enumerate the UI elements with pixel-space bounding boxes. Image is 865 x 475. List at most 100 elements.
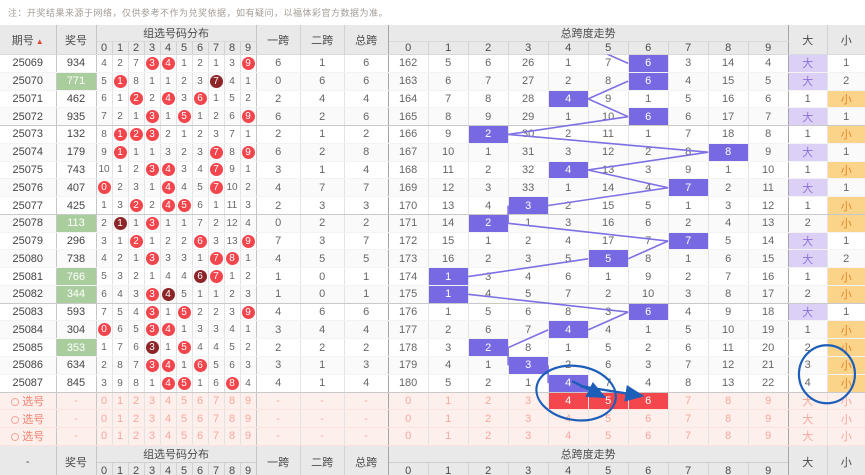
pick-trend-digit[interactable]: 7 — [668, 427, 709, 446]
pick-dist-digit[interactable]: 0 — [96, 392, 113, 411]
span-total-cell: 4 — [344, 161, 389, 180]
pick-trend-digit[interactable]: 5 — [588, 409, 629, 429]
sort-up-icon[interactable]: ▲ — [35, 36, 44, 46]
pick-label-cell[interactable]: 选号 — [0, 409, 57, 429]
pick-trend-digit[interactable]: 7 — [668, 392, 709, 411]
trend-cell: 1 — [428, 267, 469, 286]
pick-trend-digit[interactable]: 0 — [388, 427, 429, 446]
dist-cell: 2 — [112, 178, 129, 198]
pick-dist-digit[interactable]: 2 — [128, 427, 145, 446]
trend-cell: 6 — [628, 107, 669, 127]
pick-label-cell[interactable]: 选号 — [0, 427, 57, 446]
pick-dist-digit[interactable]: 1 — [112, 409, 129, 429]
pick-dist-digit[interactable]: 2 — [128, 409, 145, 429]
pick-trend-digit[interactable]: 2 — [468, 427, 509, 446]
pick-small-cell[interactable]: 小 — [827, 392, 865, 411]
pick-dist-digit[interactable]: 5 — [176, 392, 193, 411]
pick-big-cell[interactable]: 大 — [788, 409, 828, 429]
pick-dist-digit[interactable]: 7 — [208, 392, 225, 411]
pick-trend-digit[interactable]: 2 — [468, 392, 509, 411]
span2-cell: 1 — [300, 161, 345, 180]
pick-dist-digit[interactable]: 5 — [176, 427, 193, 446]
pick-dist-digit[interactable]: 6 — [192, 409, 209, 429]
pick-dist-digit[interactable]: 0 — [96, 409, 113, 429]
pick-dist-digit[interactable]: 5 — [176, 409, 193, 429]
pick-trend-digit[interactable]: 1 — [428, 409, 469, 429]
pick-dist-digit[interactable]: 6 — [192, 392, 209, 411]
dist-cell: 7 — [224, 125, 241, 144]
drawn-digit-badge: 2 — [129, 92, 143, 106]
pick-trend-digit[interactable]: 6 — [628, 409, 669, 429]
dist-cell: 4 — [128, 303, 145, 322]
pick-big-cell[interactable]: 大 — [788, 427, 828, 446]
dist-cell: 1 — [144, 72, 161, 91]
pick-big-cell[interactable]: 大 — [788, 392, 828, 411]
pick-dist-digit[interactable]: 4 — [160, 409, 177, 429]
dist-cell: 9 — [240, 232, 257, 251]
pick-trend-digit[interactable]: 6 — [628, 427, 669, 446]
radio-icon[interactable] — [11, 397, 20, 406]
drawn-digit-badge: 4 — [161, 92, 175, 106]
pick-dist-digit[interactable]: 9 — [240, 392, 257, 411]
pick-dist-digit[interactable]: 0 — [96, 427, 113, 446]
pick-trend-digit[interactable]: 6 — [628, 392, 669, 411]
pick-dist-digit[interactable]: 8 — [224, 427, 241, 446]
drawn-digit-badge: 8 — [225, 252, 239, 266]
pick-label-cell[interactable]: 选号 — [0, 392, 57, 411]
pick-trend-digit[interactable]: 1 — [428, 392, 469, 411]
pick-dist-digit[interactable]: 3 — [144, 392, 161, 411]
pick-trend-digit[interactable]: 9 — [748, 427, 789, 446]
pick-dist-digit[interactable]: 3 — [144, 409, 161, 429]
pick-trend-digit[interactable]: 5 — [588, 392, 629, 411]
pick-trend-digit[interactable]: 0 — [388, 392, 429, 411]
pick-small-cell[interactable]: 小 — [827, 409, 865, 429]
trend-cell: 14 — [428, 214, 469, 233]
pick-trend-digit[interactable]: 8 — [708, 427, 749, 446]
pick-dist-digit[interactable]: 4 — [160, 392, 177, 411]
trend-cell: 14 — [708, 54, 749, 73]
pick-dist-digit[interactable]: 3 — [144, 427, 161, 446]
pick-trend-digit[interactable]: 7 — [668, 409, 709, 429]
pick-trend-digit[interactable]: 8 — [708, 392, 749, 411]
pick-dist-digit[interactable]: 2 — [128, 392, 145, 411]
pick-trend-digit[interactable]: 9 — [748, 409, 789, 429]
trend-cell: 7 — [468, 72, 509, 91]
pick-trend-digit[interactable]: 3 — [508, 427, 549, 446]
pick-trend-digit[interactable]: 1 — [428, 427, 469, 446]
pick-trend-digit[interactable]: 8 — [708, 409, 749, 429]
trend-cell: 18 — [748, 303, 789, 322]
pick-trend-digit[interactable]: 2 — [468, 409, 509, 429]
pick-trend-digit[interactable]: 4 — [548, 427, 589, 446]
dist-cell: 3 — [208, 125, 225, 144]
pick-dist-digit[interactable]: 9 — [240, 427, 257, 446]
pick-dist-digit[interactable]: 4 — [160, 427, 177, 446]
pick-trend-digit[interactable]: 9 — [748, 392, 789, 411]
drawn-digit-badge: 7 — [209, 163, 223, 177]
pick-dist-digit[interactable]: 1 — [112, 427, 129, 446]
pick-small-cell[interactable]: 小 — [827, 427, 865, 446]
pick-trend-digit[interactable]: 4 — [548, 392, 589, 411]
pick-dist-digit[interactable]: 1 — [112, 392, 129, 411]
pick-dist-digit[interactable]: 9 — [240, 409, 257, 429]
pick-trend-digit[interactable]: 3 — [508, 392, 549, 411]
trend-cell: 1 — [428, 303, 469, 322]
drawn-digit-badge: 9 — [241, 56, 255, 70]
trend-cell: 6 — [668, 107, 709, 127]
trend-cell: 9 — [468, 107, 509, 127]
dist-cell: 7 — [208, 249, 225, 269]
pick-dist-digit[interactable]: 7 — [208, 409, 225, 429]
trend-cell: 6 — [628, 72, 669, 91]
trend-cell: 10 — [628, 285, 669, 304]
pick-dist-digit[interactable]: 7 — [208, 427, 225, 446]
pick-trend-digit[interactable]: 3 — [508, 409, 549, 429]
radio-icon[interactable] — [11, 415, 20, 424]
pick-dist-digit[interactable]: 8 — [224, 392, 241, 411]
trend-cell: 10 — [588, 107, 629, 127]
pick-trend-digit[interactable]: 4 — [548, 409, 589, 429]
pick-trend-digit[interactable]: 5 — [588, 427, 629, 446]
pick-dist-digit[interactable]: 8 — [224, 409, 241, 429]
span2-cell: 3 — [300, 196, 345, 215]
radio-icon[interactable] — [11, 433, 20, 442]
pick-dist-digit[interactable]: 6 — [192, 427, 209, 446]
pick-trend-digit[interactable]: 0 — [388, 409, 429, 429]
